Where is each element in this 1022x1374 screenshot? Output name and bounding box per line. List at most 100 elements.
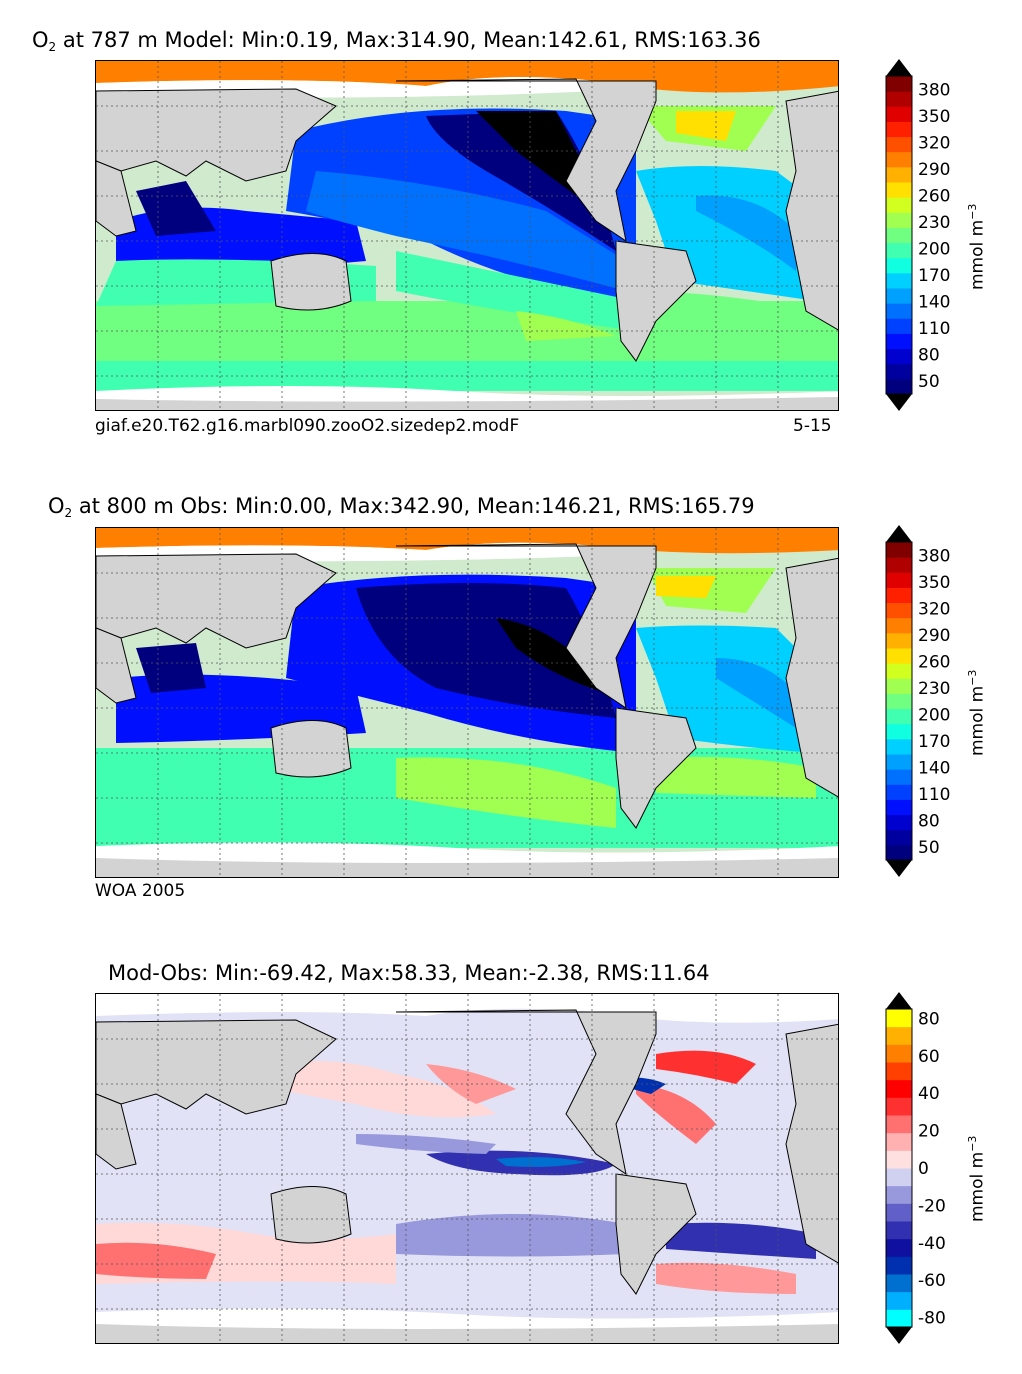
panel3-colorbar-band: [886, 1309, 912, 1328]
panel1-map: [95, 60, 839, 411]
panel2-colorbar-tick-label: 110: [918, 785, 950, 805]
panel2-units-text: mmol m: [967, 685, 988, 756]
panel3-colorbar-ticks: -80 -60 -40 -20 0 20 40 60 80: [918, 1009, 946, 1328]
panel1-colorbar-ticks: 50 80 110 140 170 200 230 260 290 320 350 380: [918, 80, 950, 392]
panel2-colorbar-tick-label: 230: [918, 679, 950, 699]
panel1-colorbar-band: [886, 363, 912, 380]
panel1-units-text: mmol m: [967, 219, 988, 290]
panel3-colorbar: -80 -60 -40 -20 0 20 40 60 80: [885, 992, 946, 1344]
panel3-region-sa-neg: [666, 1222, 816, 1259]
panel1-colorbar-tick-label: 50: [918, 372, 940, 392]
panel2-colorbar-band: [886, 693, 912, 710]
panel3-colorbar-band: [886, 1256, 912, 1275]
panel2-colorbar-tick-label: 320: [918, 599, 950, 619]
panel1-region-south-pacific: [396, 251, 636, 331]
panel2-colorbar-band: [886, 542, 912, 558]
panel1-colorbar-band: [886, 257, 912, 274]
panel3-colorbar-band: [886, 1291, 912, 1310]
panel2-region-pacific-core: [496, 618, 606, 693]
panel1-colorbar-band: [886, 166, 912, 183]
panel2-region-sa-high: [656, 756, 816, 798]
panel1-colorbar-band: [886, 106, 912, 122]
panel2-colorbar-bands: [885, 525, 913, 877]
panel1-colorbar-band: [886, 76, 912, 92]
panel2-title-rest: at 800 m Obs: Min:0.00, Max:342.90, Mean…: [78, 494, 755, 518]
panel3-colorbar-tick-label: 60: [918, 1047, 940, 1067]
panel2-colorbar-band: [886, 723, 912, 740]
panel3-region-labrador: [656, 1050, 756, 1084]
panel3-colorbar-band: [886, 1238, 912, 1257]
panel2-colorbar-band: [886, 814, 912, 831]
panel3-colorbar-tick-label: -80: [918, 1309, 946, 1329]
panel2-antarctica: [96, 858, 838, 877]
panel2-colorbar-tick-label: 260: [918, 652, 950, 672]
panel3-region-np-pos: [256, 1060, 496, 1118]
panel3-colorbar-tick-label: 0: [918, 1159, 929, 1179]
panel1-colorbar-band: [886, 91, 912, 107]
panel3-colorbar-band: [886, 1203, 912, 1222]
panel3-colorbar-units: mmol m−3: [966, 1136, 988, 1222]
panel1-colorbar-band: [886, 333, 912, 350]
panel2-colorbar-band: [886, 829, 912, 846]
panel2-caption-left: WOA 2005: [95, 881, 186, 901]
panel1-colorbar-extend-max: [886, 59, 912, 76]
panel1-colorbar-band: [886, 151, 912, 168]
panel1-colorbar-band: [886, 242, 912, 259]
panel3-region-eq-neg-core: [496, 1157, 586, 1167]
panel3-colorbar-extend-max: [886, 992, 912, 1009]
panel3-colorbar-band: [886, 1044, 912, 1063]
panel1-colorbar-tick-label: 170: [918, 266, 950, 286]
panel1-region-sp-high: [516, 311, 616, 341]
panel3-region-sp-neg: [396, 1214, 626, 1257]
panel1-colorbar-band: [886, 182, 912, 198]
panel3-units-text: mmol m: [967, 1151, 988, 1222]
panel2-colorbar-band: [886, 617, 912, 634]
panel2-colorbar-extend-max: [886, 525, 912, 542]
panel3-colorbar-band: [886, 1150, 912, 1169]
panel3-colorbar-band: [886, 1097, 912, 1116]
panel2-colorbar-tick-label: 140: [918, 758, 950, 778]
panel2-region-pacific-omz: [356, 583, 616, 718]
panel1-africa-east: [96, 160, 137, 237]
panel2-units-sup: −3: [966, 669, 979, 686]
panel3-colorbar-tick-label: -60: [918, 1271, 946, 1291]
panel1-title-o: O: [32, 28, 49, 52]
panel3-map-svg: [96, 994, 838, 1343]
panel2-colorbar-band: [886, 648, 912, 664]
panel1-colorbar-tick-label: 260: [918, 186, 950, 206]
panel1-colorbar-units: mmol m−3: [966, 204, 988, 290]
panel1-title-sub: 2: [48, 40, 57, 54]
panel1-colorbar-band: [886, 272, 912, 289]
panel3-title-rest: Mod-Obs: Min:-69.42, Max:58.33, Mean:-2.…: [108, 961, 710, 985]
panel3-colorbar-tick-label: -40: [918, 1234, 946, 1254]
panel1-colorbar-band: [886, 136, 912, 153]
panel1-gridlines: [96, 61, 838, 410]
panel2-colorbar-band: [886, 557, 912, 573]
panel2-colorbar-ticks: 50 80 110 140 170 200 230 260 290 320 350 380: [918, 546, 950, 858]
panel2-colorbar-tick-label: 200: [918, 705, 950, 725]
panel3-antarctica: [96, 1324, 838, 1343]
panel3-colorbar-extend-min: [886, 1327, 912, 1344]
panel1-colorbar-band: [886, 121, 912, 138]
panel1-colorbar-tick-label: 320: [918, 133, 950, 153]
panel1-units-sup: −3: [966, 203, 979, 220]
panel2-title: O2 at 800 m Obs: Min:0.00, Max:342.90, M…: [48, 494, 755, 520]
panel1-region-labrador-high: [676, 111, 736, 141]
panel1-title: O2 at 787 m Model: Min:0.19, Max:314.90,…: [32, 28, 761, 54]
panel2-colorbar-band: [886, 738, 912, 755]
panel3-colorbar-band: [886, 1009, 912, 1028]
panel1-colorbar: 50 80 110 140 170 200 230 260 290 320 350 380: [885, 59, 950, 411]
panel3-colorbar-band: [886, 1274, 912, 1293]
panel3-title: Mod-Obs: Min:-69.42, Max:58.33, Mean:-2.…: [108, 961, 710, 985]
panel3-region-sa-pos: [656, 1262, 796, 1294]
panel3-colorbar-band: [886, 1115, 912, 1134]
panel2-colorbar-tick-label: 290: [918, 626, 950, 646]
panel2-colorbar-band: [886, 632, 912, 649]
panel1-colorbar-border: [885, 75, 913, 395]
panel1-colorbar-tick-label: 380: [918, 80, 950, 100]
panel2-colorbar-tick-label: 380: [918, 546, 950, 566]
panel1-colorbar-extend-min: [886, 394, 912, 411]
panel3-africa-east: [96, 1093, 137, 1170]
panel1-region-atlantic-deep: [696, 195, 796, 271]
panel3-colorbar-tick-label: 80: [918, 1009, 940, 1029]
